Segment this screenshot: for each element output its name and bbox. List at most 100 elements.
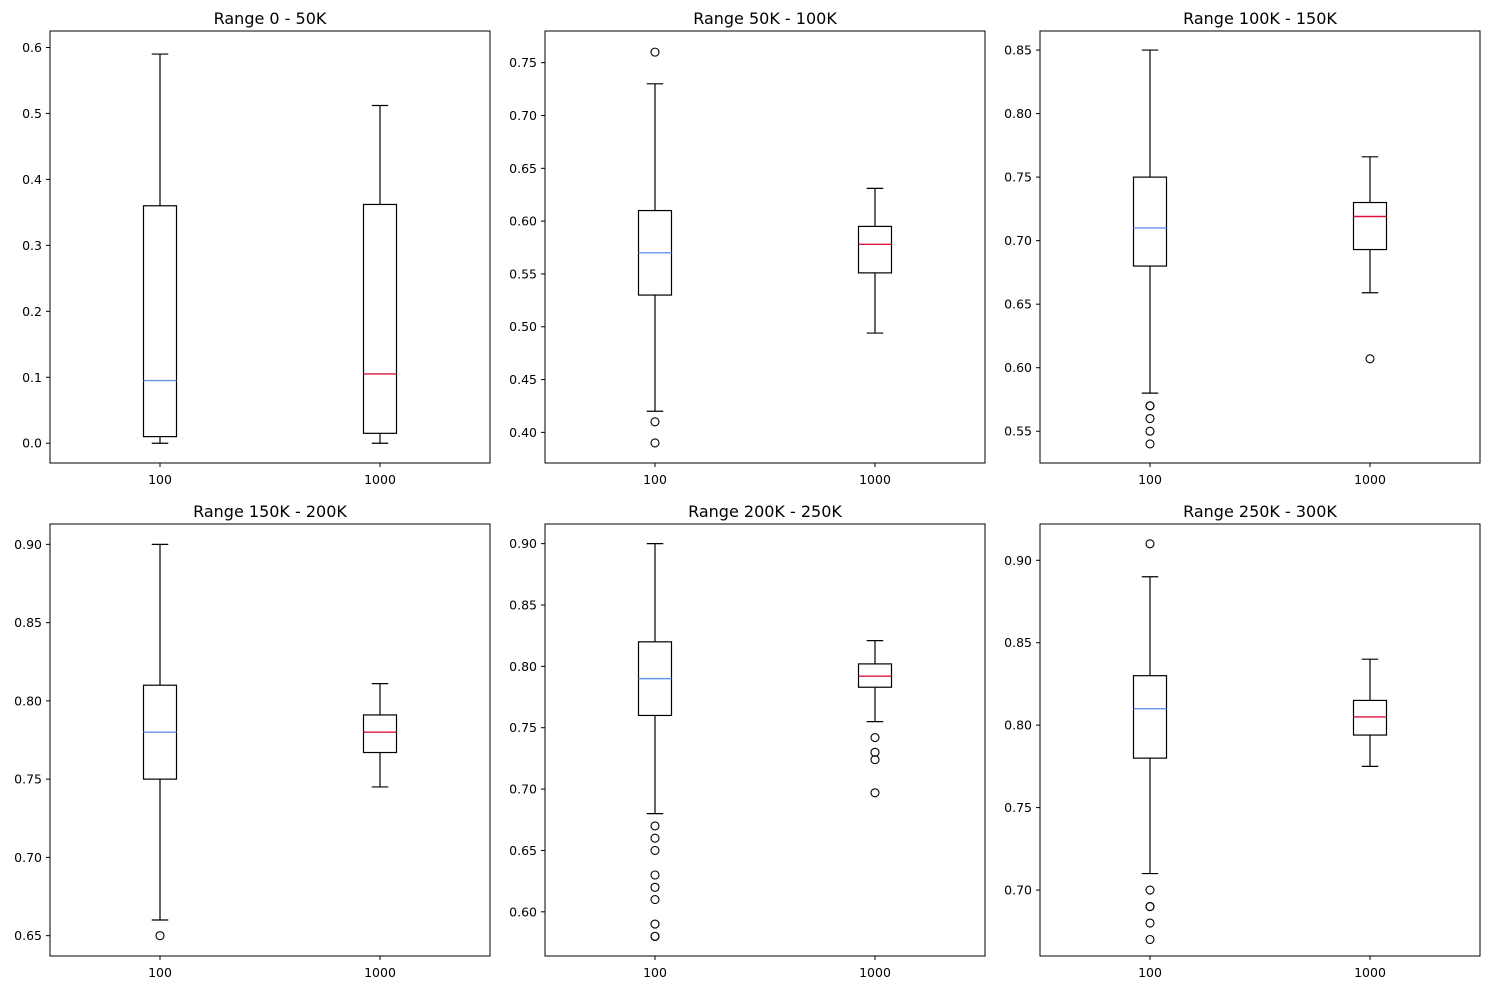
y-tick-label: 0.85 (14, 615, 42, 630)
y-tick-label: 0.60 (509, 904, 537, 919)
y-tick-label: 0.40 (509, 425, 537, 440)
outlier-point (650, 821, 660, 831)
subplot-range-50k-100k: Range 50K - 100K 0.40 0.45 0.50 0.55 0.60 0.6… (509, 9, 986, 487)
y-axis: 0.55 0.60 0.65 0.70 0.75 0.80 0.85 (1004, 43, 1040, 439)
outlier-point (870, 755, 880, 765)
plot-frame (1039, 523, 1481, 957)
iqr-box (1352, 201, 1388, 251)
iqr-box (362, 714, 398, 754)
outlier-point (650, 919, 660, 929)
subplot-title: Range 0 - 50K (214, 9, 327, 28)
y-tick-label: 0.80 (14, 693, 42, 708)
y-tick-label: 0.6 (22, 40, 42, 55)
y-tick-label: 0.1 (22, 370, 42, 385)
y-tick-label: 0.45 (509, 372, 537, 387)
boxplot-1000 (857, 187, 893, 334)
boxplots (637, 47, 893, 448)
boxplot-100 (142, 543, 178, 941)
x-tick-label: 100 (148, 965, 172, 980)
x-tick-label: 100 (643, 965, 667, 980)
outlier-point (870, 788, 880, 798)
boxplot-1000 (1352, 156, 1388, 364)
y-tick-label: 0.60 (1004, 360, 1032, 375)
y-tick-label: 0.55 (509, 266, 537, 281)
y-tick-label: 0.70 (509, 108, 537, 123)
y-tick-label: 0.60 (509, 214, 537, 229)
y-tick-label: 0.85 (509, 598, 537, 613)
outlier-point (650, 438, 660, 448)
y-tick-label: 0.70 (509, 782, 537, 797)
outlier-point (650, 845, 660, 856)
plot-frame (544, 30, 986, 464)
subplot-range-250k-300k: Range 250K - 300K 0.70 0.75 0.80 0.85 0.90 1… (1004, 502, 1481, 980)
y-axis: 0.65 0.70 0.75 0.80 0.85 0.90 (14, 537, 50, 943)
x-axis: 100 1000 (643, 956, 891, 980)
subplot-range-200k-250k: Range 200K - 250K 0.60 0.65 0.70 0.75 0.80 0.… (509, 502, 986, 980)
outlier-point (1145, 401, 1155, 411)
iqr-box (857, 225, 893, 274)
outlier-point (1145, 885, 1155, 895)
boxplot-100 (637, 47, 673, 448)
x-tick-label: 100 (643, 472, 667, 487)
subplot-range-150k-200k: Range 150K - 200K 0.650.700.750.800.850.… (14, 502, 491, 980)
outlier-point (870, 747, 880, 757)
subplot-title: Range 150K - 200K (193, 502, 347, 521)
outlier-point (1365, 354, 1375, 364)
x-tick-label: 100 (1138, 472, 1162, 487)
boxplots (142, 543, 398, 941)
outlier-point (1145, 901, 1155, 912)
plot-frame (544, 523, 986, 957)
boxplot-1000 (362, 104, 398, 444)
y-tick-label: 0.80 (509, 659, 537, 674)
outlier-point (1145, 918, 1155, 928)
outlier-point (650, 882, 660, 892)
x-axis: 100 1000 (148, 463, 396, 487)
boxplot-1000 (857, 639, 893, 798)
iqr-box (1132, 176, 1168, 267)
subplot-title: Range 100K - 150K (1183, 9, 1337, 28)
y-tick-label: 0.85 (1004, 635, 1032, 650)
y-tick-label: 0.55 (1004, 424, 1032, 439)
subplot-range-0-50k: Range 0 - 50K 0.00.10.20.30.40.50.6 100 1… (22, 9, 491, 487)
y-tick-label: 0.85 (1004, 43, 1032, 58)
y-tick-label: 0.50 (509, 319, 537, 334)
outlier-point (1145, 934, 1155, 945)
y-tick-label: 0.5 (22, 106, 42, 121)
x-tick-label: 1000 (364, 965, 396, 980)
x-axis: 100 1000 (643, 463, 891, 487)
y-tick-label: 0.90 (509, 536, 537, 551)
y-tick-label: 0.90 (14, 537, 42, 552)
subplot-title: Range 200K - 250K (688, 502, 842, 521)
y-tick-label: 0.75 (509, 720, 537, 735)
outlier-point (1145, 426, 1155, 436)
iqr-box (1132, 675, 1168, 759)
outlier-point (1145, 539, 1155, 549)
iqr-box (142, 205, 178, 438)
outlier-point (870, 732, 880, 743)
boxplots (1132, 539, 1388, 945)
outlier-point (1145, 413, 1155, 424)
y-axis: 0.40 0.45 0.50 0.55 0.60 0.65 0.70 0.75 (509, 55, 545, 440)
y-tick-label: 0.75 (1004, 800, 1032, 815)
outlier-point (650, 931, 660, 941)
outlier-point (650, 870, 660, 880)
y-tick-label: 0.70 (1004, 233, 1032, 248)
plot-frame (49, 30, 491, 464)
boxplots (1132, 49, 1388, 449)
boxplot-100 (142, 53, 178, 444)
y-tick-label: 0.65 (14, 928, 42, 943)
boxplot-100 (637, 543, 673, 941)
boxplots (637, 543, 893, 941)
iqr-box (1352, 699, 1388, 736)
subplot-title: Range 250K - 300K (1183, 502, 1337, 521)
y-tick-label: 0.65 (509, 161, 537, 176)
boxplot-1000 (362, 683, 398, 788)
x-tick-label: 100 (148, 472, 172, 487)
boxplot-100 (1132, 539, 1168, 945)
x-axis: 100 1000 (148, 956, 396, 980)
y-tick-label: 0.0 (22, 436, 42, 451)
subplot-range-100k-150k: Range 100K - 150K 0.550.600.650.700.750.… (1004, 9, 1481, 487)
y-tick-label: 0.65 (509, 843, 537, 858)
y-axis: 0.0 0.1 0.2 0.3 0.4 0.5 0.6 (22, 40, 50, 451)
